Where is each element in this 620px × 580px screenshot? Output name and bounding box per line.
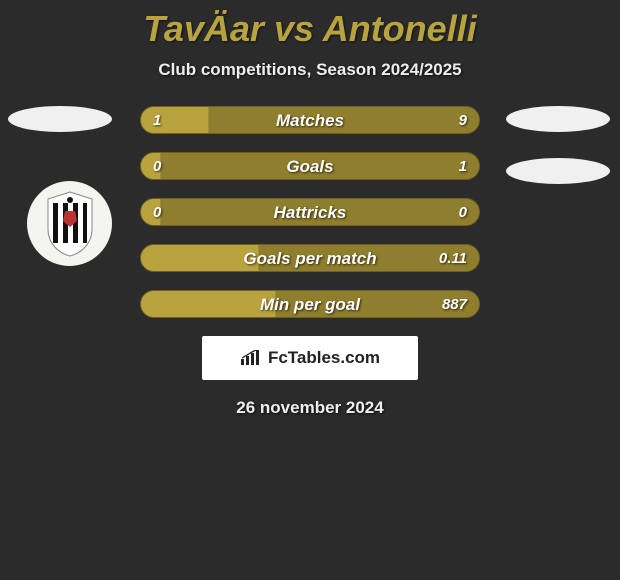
stat-right-value: 9 (459, 107, 467, 134)
watermark-text: FcTables.com (268, 348, 380, 368)
stat-row-hattricks: 0 Hattricks 0 (140, 198, 480, 226)
stat-right-value: 0.11 (439, 245, 467, 272)
shield-icon (45, 191, 95, 257)
player-left-placeholder (8, 106, 112, 132)
page-title: TavÄar vs Antonelli (0, 0, 620, 50)
watermark: FcTables.com (202, 336, 418, 380)
player-right-placeholder-1 (506, 106, 610, 132)
stat-row-matches: 1 Matches 9 (140, 106, 480, 134)
stat-label: Hattricks (141, 199, 479, 226)
stat-label: Min per goal (141, 291, 479, 318)
club-badge (27, 181, 112, 266)
stat-row-min-per-goal: Min per goal 887 (140, 290, 480, 318)
stat-right-value: 0 (459, 199, 467, 226)
stat-bars: 1 Matches 9 0 Goals 1 0 Hattricks 0 Goal… (140, 106, 480, 318)
comparison-panel: 1 Matches 9 0 Goals 1 0 Hattricks 0 Goal… (0, 106, 620, 418)
stat-row-goals-per-match: Goals per match 0.11 (140, 244, 480, 272)
stat-label: Matches (141, 107, 479, 134)
bars-icon (240, 350, 262, 366)
player-right-placeholder-2 (506, 158, 610, 184)
stat-label: Goals (141, 153, 479, 180)
stat-label: Goals per match (141, 245, 479, 272)
stat-row-goals: 0 Goals 1 (140, 152, 480, 180)
date-label: 26 november 2024 (0, 398, 620, 418)
stat-right-value: 1 (459, 153, 467, 180)
stat-right-value: 887 (442, 291, 467, 318)
subtitle: Club competitions, Season 2024/2025 (0, 60, 620, 80)
